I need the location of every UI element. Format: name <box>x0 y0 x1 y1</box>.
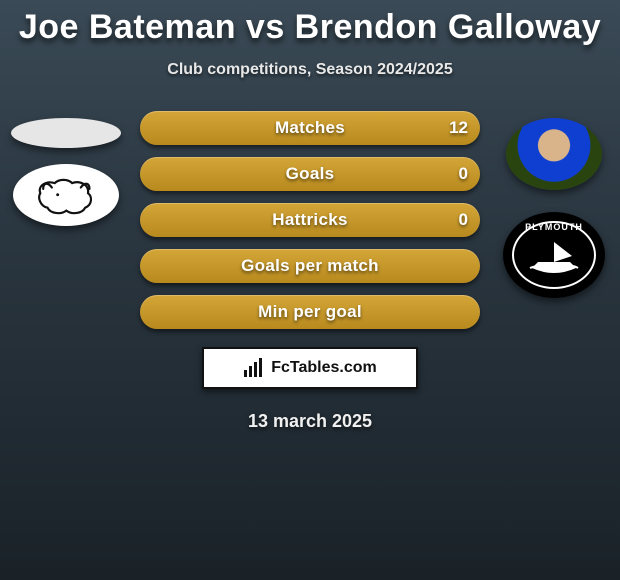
stat-right-value: 0 <box>459 164 468 184</box>
plymouth-label: PLYMOUTH <box>503 222 605 232</box>
player-left-placeholder <box>11 118 121 148</box>
ship-icon <box>526 238 582 278</box>
club-badge-right: PLYMOUTH <box>503 212 605 298</box>
ram-icon <box>25 173 108 216</box>
stat-row-mpg: Min per goal <box>140 295 480 329</box>
right-column: PLYMOUTH <box>496 118 612 298</box>
stat-right-value: 0 <box>459 210 468 230</box>
stat-label: Min per goal <box>258 302 362 322</box>
stat-row-hattricks: Hattricks 0 <box>140 203 480 237</box>
fctables-text: FcTables.com <box>271 359 377 377</box>
date-label: 13 march 2025 <box>0 411 620 432</box>
page-title: Joe Bateman vs Brendon Galloway <box>0 0 620 47</box>
player-right-avatar <box>506 118 602 190</box>
stat-right-value: 12 <box>449 118 468 138</box>
stat-label: Hattricks <box>272 210 347 230</box>
bars-icon <box>243 358 265 378</box>
stat-row-matches: Matches 12 <box>140 111 480 145</box>
stat-label: Matches <box>275 118 345 138</box>
subtitle: Club competitions, Season 2024/2025 <box>0 61 620 79</box>
stat-label: Goals <box>286 164 335 184</box>
stat-row-goals: Goals 0 <box>140 157 480 191</box>
club-badge-left <box>13 164 119 226</box>
stat-row-gpm: Goals per match <box>140 249 480 283</box>
content: Joe Bateman vs Brendon Galloway Club com… <box>0 0 620 580</box>
fctables-badge: FcTables.com <box>202 347 418 389</box>
stat-label: Goals per match <box>241 256 379 276</box>
left-column <box>8 118 124 226</box>
